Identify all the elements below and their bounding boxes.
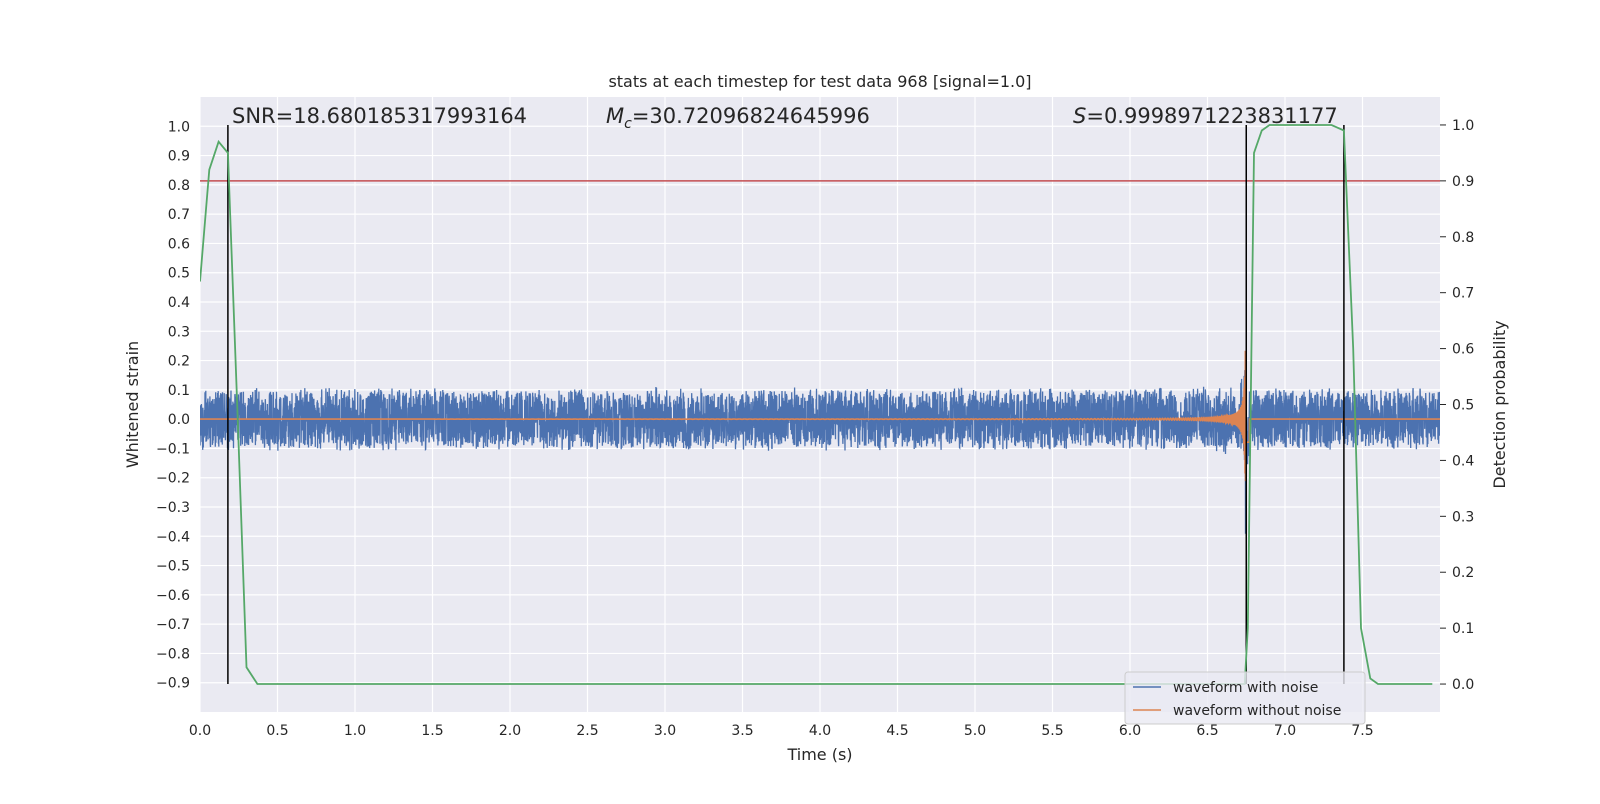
x-tick-label: 3.5 — [731, 723, 753, 739]
y-tick-label: −0.8 — [156, 646, 190, 662]
annotation-s-value: =0.9998971223831177 — [1086, 104, 1337, 128]
y2-tick-label: 0.2 — [1452, 565, 1474, 581]
y-tick-label: 0.6 — [168, 236, 190, 252]
y-tick-label: −0.1 — [156, 441, 190, 457]
y-tick-label: 0.8 — [168, 178, 190, 194]
y-tick-label: 0.2 — [168, 354, 190, 370]
annotation-mc-subscript: c — [624, 116, 632, 132]
legend: waveform with noise waveform without noi… — [1124, 671, 1366, 725]
chart-title: stats at each timestep for test data 968… — [608, 72, 1031, 91]
y-tick-label: 0.3 — [168, 324, 190, 340]
x-tick-label: 5.5 — [1041, 723, 1063, 739]
y-tick-label: 0.5 — [168, 266, 190, 282]
y2-tick-label: 0.6 — [1452, 342, 1474, 358]
y-tick-label: −0.4 — [156, 529, 190, 545]
legend-label-noise: waveform with noise — [1173, 680, 1318, 696]
y-tick-label: −0.6 — [156, 588, 190, 604]
series-waveform-without-noise — [200, 350, 1440, 482]
x-tick-label: 2.0 — [499, 723, 521, 739]
y-tick-label: 0.7 — [168, 207, 190, 223]
x-tick-label: 5.0 — [964, 723, 986, 739]
x-tick-label: 0.0 — [189, 723, 211, 739]
annotation-s-symbol: S — [1073, 104, 1086, 128]
x-tick-label: 0.5 — [266, 723, 288, 739]
legend-label-clean: waveform without noise — [1173, 703, 1341, 719]
y-axis-right: 0.0 0.1 0.2 0.3 0.4 0.5 0.6 0.7 0.8 0.9 1.0 — [1440, 118, 1474, 693]
y2-tick-label: 0.1 — [1452, 621, 1474, 637]
annotation-chirp-mass: Mc=30.72096824645996 — [606, 104, 870, 132]
y-tick-label: −0.5 — [156, 559, 190, 575]
x-tick-label: 4.0 — [809, 723, 831, 739]
y2-tick-label: 0.3 — [1452, 509, 1474, 525]
y-tick-label: 0.0 — [168, 412, 190, 428]
series-waveform-with-noise — [200, 370, 1440, 534]
y-tick-label: −0.9 — [156, 676, 190, 692]
y-tick-label: −0.2 — [156, 471, 190, 487]
legend-box — [1124, 671, 1366, 725]
x-tick-label: 1.5 — [421, 723, 443, 739]
y-axis-left: −0.9 −0.8 −0.7 −0.6 −0.5 −0.4 −0.3 −0.2 −0.1 0.0 0… — [156, 119, 190, 691]
y2-axis-label: Detection probability — [1490, 320, 1509, 488]
x-tick-label: 2.5 — [576, 723, 598, 739]
annotation-mc-value: =30.72096824645996 — [632, 104, 870, 128]
y-axis-label: Whitened strain — [123, 341, 142, 468]
y2-tick-label: 0.4 — [1452, 453, 1474, 469]
x-tick-label: 7.0 — [1274, 723, 1296, 739]
y2-tick-label: 1.0 — [1452, 118, 1474, 134]
annotation-mc-symbol: M — [606, 104, 624, 128]
x-axis: 0.0 0.5 1.0 1.5 2.0 2.5 3.0 3.5 4.0 4.5 5.0 5.5 6.0 6… — [189, 723, 1374, 739]
x-tick-label: 3.0 — [654, 723, 676, 739]
x-axis-label: Time (s) — [786, 745, 852, 764]
x-tick-label: 6.0 — [1119, 723, 1141, 739]
y2-tick-label: 0.5 — [1452, 398, 1474, 414]
y-tick-label: −0.3 — [156, 500, 190, 516]
y2-tick-label: 0.0 — [1452, 677, 1474, 693]
y-tick-label: 0.1 — [168, 383, 190, 399]
y2-tick-label: 0.8 — [1452, 230, 1474, 246]
y2-tick-label: 0.7 — [1452, 286, 1474, 302]
x-tick-label: 7.5 — [1351, 723, 1373, 739]
x-tick-label: 1.0 — [344, 723, 366, 739]
y-tick-label: 0.9 — [168, 149, 190, 165]
x-tick-label: 6.5 — [1196, 723, 1218, 739]
y-tick-label: 1.0 — [168, 119, 190, 135]
x-tick-label: 4.5 — [886, 723, 908, 739]
y-tick-label: −0.7 — [156, 617, 190, 633]
annotation-snr: SNR=18.680185317993164 — [232, 104, 527, 128]
annotation-s: S=0.9998971223831177 — [1073, 104, 1338, 128]
y2-tick-label: 0.9 — [1452, 174, 1474, 190]
y-tick-label: 0.4 — [168, 295, 190, 311]
